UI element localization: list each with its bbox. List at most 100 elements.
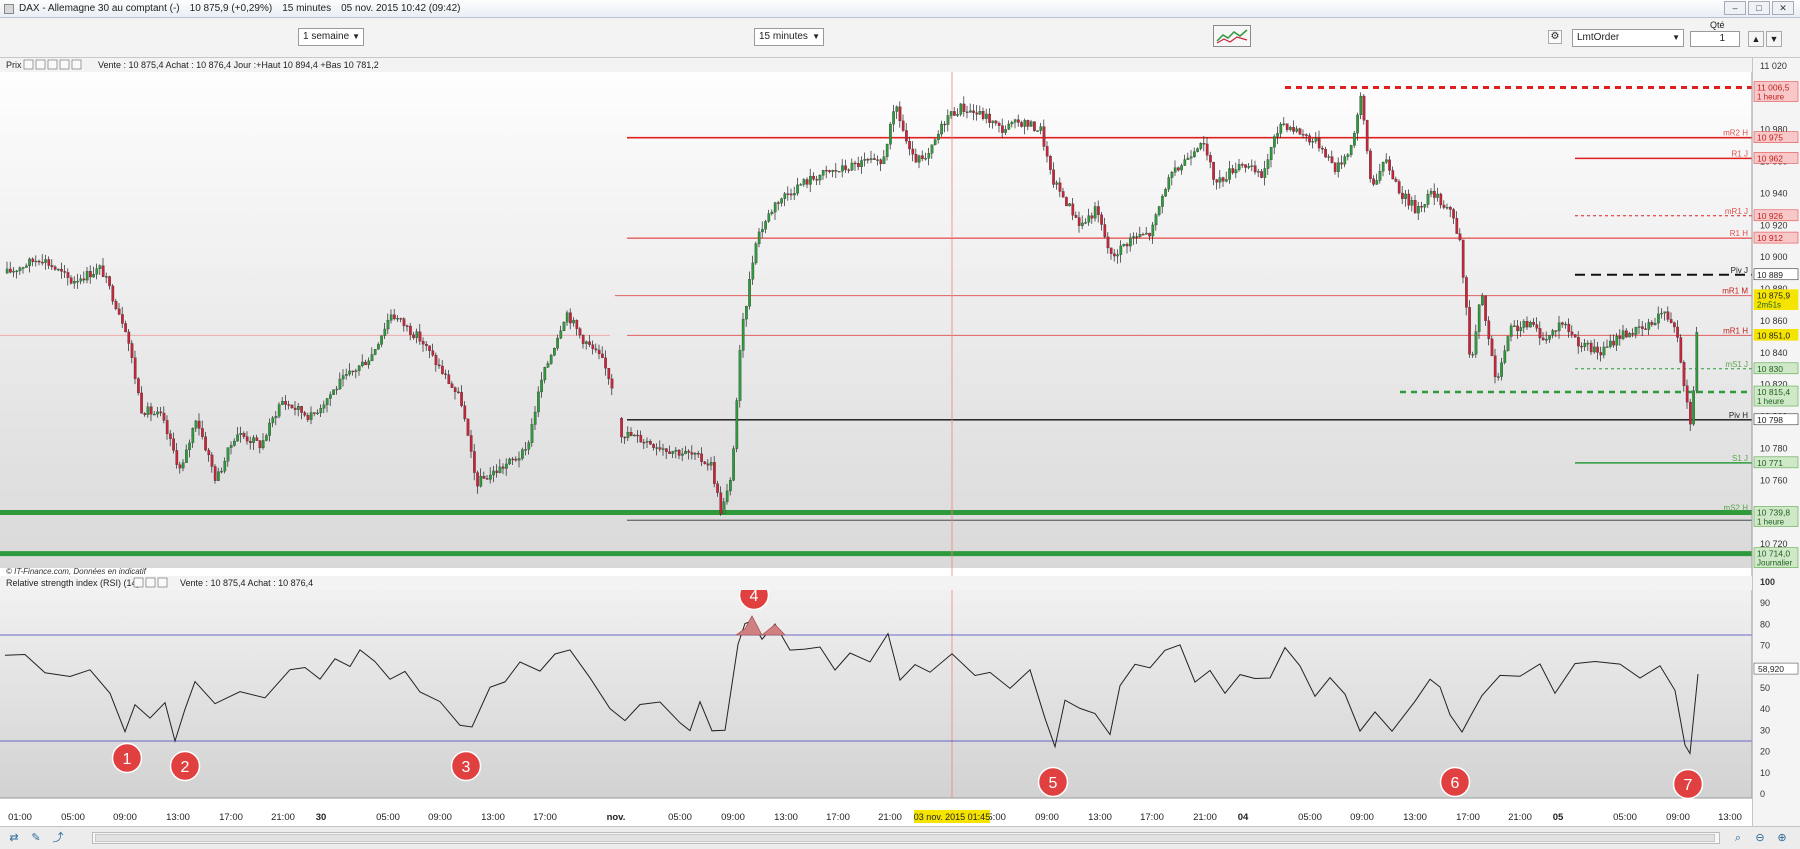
candle-body [905, 130, 908, 142]
marker-2 [169, 750, 201, 782]
candle-body [1567, 323, 1571, 333]
x-tick-label: 09:00 [1035, 812, 1059, 823]
candle-body [482, 476, 486, 479]
candle-body [1266, 159, 1270, 169]
quantity-stepper[interactable]: 1 [1690, 31, 1740, 47]
order-type-select[interactable]: LmtOrder ▼ [1572, 29, 1684, 47]
candle-body [735, 400, 739, 449]
rsi-tick-label: 50 [1760, 683, 1770, 693]
candle-body [399, 318, 403, 320]
candle-body [1225, 179, 1228, 182]
x-tick-label: 13:00 [481, 812, 505, 823]
level-name: R1 J [1732, 149, 1748, 158]
x-tick-label: 09:00 [1350, 812, 1374, 823]
candle-body [57, 268, 60, 271]
candle-body [1599, 352, 1603, 356]
candle-body [281, 401, 284, 405]
chart-tools-icon[interactable]: ⇄ [9, 832, 19, 844]
candle-body [1020, 122, 1023, 127]
candle-body [255, 437, 259, 441]
candle-body [837, 171, 841, 173]
candle-body [1305, 134, 1308, 136]
drawing-tools-icon[interactable]: ✎ [31, 832, 41, 844]
close-button[interactable]: ✕ [1772, 1, 1794, 15]
candle-body [1263, 168, 1267, 178]
candle-body [1586, 342, 1590, 345]
marker-label: 1 [123, 751, 132, 768]
level-price-tag [1753, 413, 1799, 426]
sell-button[interactable]: ▼ [1766, 31, 1782, 47]
zoom-in-icon[interactable]: ⊕ [1777, 832, 1787, 844]
window-icon[interactable] [35, 59, 46, 70]
close-icon[interactable] [47, 59, 58, 70]
candle-body [767, 213, 771, 222]
candle-body [1023, 120, 1027, 127]
candle-body [223, 461, 227, 472]
horizontal-scrollbar[interactable] [92, 832, 1720, 844]
chart-compare-button[interactable] [1213, 25, 1251, 47]
candle-body [873, 158, 876, 160]
level-price-tag [1753, 456, 1799, 469]
candle-body [1036, 130, 1039, 132]
candle-body [425, 343, 428, 346]
candle-body [1164, 189, 1167, 197]
wrench-icon[interactable]: ⚙ [1548, 30, 1562, 44]
timeframe-select[interactable]: 15 minutes ▼ [754, 28, 824, 46]
period-select[interactable]: 1 semaine ▼ [298, 28, 364, 46]
candle-body [364, 361, 367, 366]
candle-body [1346, 154, 1350, 157]
candle-body [1074, 215, 1078, 218]
candle-body [908, 141, 911, 150]
candle-body [946, 115, 950, 125]
candle-body [1314, 138, 1318, 142]
candle-body [642, 441, 646, 444]
candle-body [1042, 126, 1046, 147]
candle-body [1644, 328, 1647, 330]
candle-body [777, 202, 780, 204]
add-icon[interactable] [59, 59, 70, 70]
zoom-fit-icon[interactable]: ⌕ [1734, 832, 1742, 844]
candle-body [44, 259, 47, 263]
candle-body [1407, 193, 1411, 206]
close-icon[interactable] [157, 577, 168, 588]
candle-body [1423, 204, 1427, 208]
settings-icon[interactable] [71, 59, 82, 70]
zoom-out-icon[interactable]: ⊖ [1755, 832, 1765, 844]
indicators-icon[interactable]: ⤴ [52, 832, 64, 844]
instrument-title: DAX - Allemagne 30 au comptant (-) [19, 3, 180, 14]
candle-body [709, 462, 713, 466]
x-tick-label: 17:00 [1456, 812, 1480, 823]
candle-body [1519, 327, 1523, 332]
minimize-button[interactable]: – [1724, 1, 1746, 15]
scrollbar-thumb[interactable] [95, 834, 1715, 842]
candle-body [601, 353, 604, 358]
candle-body [1621, 330, 1625, 339]
candle-body [1481, 295, 1484, 306]
wrench-icon[interactable] [23, 59, 34, 70]
buy-button[interactable]: ▲ [1748, 31, 1764, 47]
candle-body [585, 341, 588, 344]
candle-body [741, 318, 745, 351]
candle-body [1340, 162, 1343, 165]
maximize-button[interactable]: □ [1748, 1, 1770, 15]
candle-body [431, 350, 435, 356]
candle-body [1436, 193, 1439, 198]
candle-body [1129, 237, 1132, 247]
level-price-tag [1753, 547, 1799, 568]
candle-body [857, 163, 860, 168]
wrench-icon[interactable] [133, 577, 144, 588]
window-icon[interactable] [145, 577, 156, 588]
candle-body [527, 442, 531, 450]
candle-body [498, 466, 502, 473]
candle-body [252, 437, 255, 443]
candle-body [1474, 331, 1478, 355]
candle-body [457, 391, 460, 394]
candle-body [789, 193, 793, 196]
candle-body [732, 448, 735, 481]
candle-body [1439, 193, 1443, 206]
x-tick-label: 13:00 [774, 812, 798, 823]
y-tick-label: 10 940 [1760, 188, 1788, 198]
candle-body [162, 412, 166, 421]
candle-body [853, 162, 857, 165]
